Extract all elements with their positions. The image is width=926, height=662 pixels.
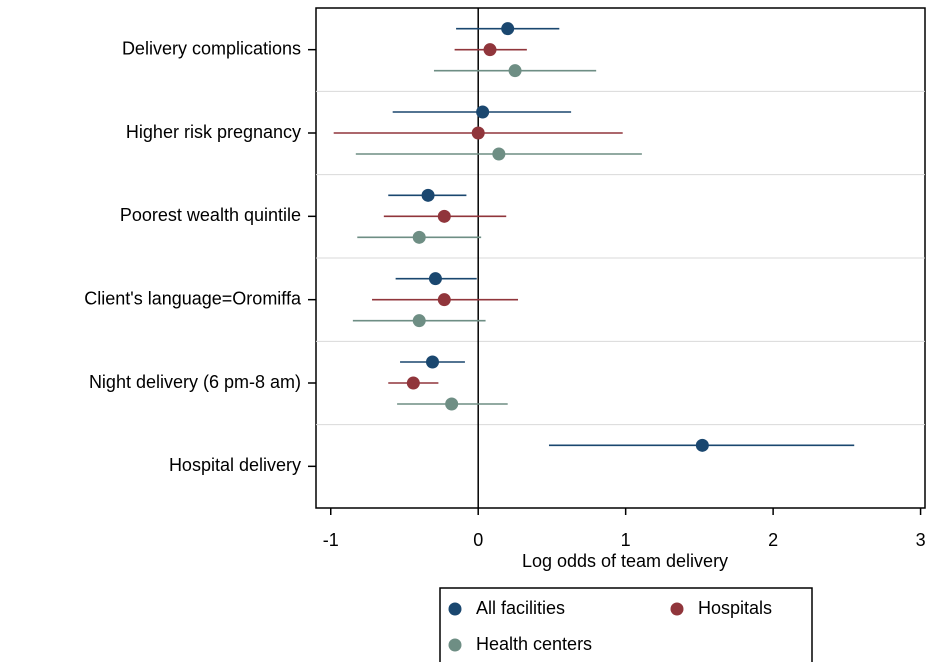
x-tick-label: 3 <box>916 530 926 550</box>
legend-label: All facilities <box>476 598 565 618</box>
legend-label: Health centers <box>476 634 592 654</box>
point <box>476 105 490 119</box>
legend-marker <box>448 638 462 652</box>
y-tick-label: Higher risk pregnancy <box>126 122 301 142</box>
y-tick-label: Client's language=Oromiffa <box>84 288 302 308</box>
point <box>437 293 451 307</box>
x-tick-label: 0 <box>473 530 483 550</box>
point <box>412 314 426 328</box>
x-tick-label: -1 <box>323 530 339 550</box>
point <box>695 438 709 452</box>
legend-box <box>439 587 813 662</box>
y-tick-label: Hospital delivery <box>169 455 301 475</box>
point <box>421 188 435 202</box>
point <box>428 272 442 286</box>
point <box>483 43 497 57</box>
point <box>492 147 506 161</box>
point <box>501 22 515 36</box>
point <box>471 126 485 140</box>
x-tick-label: 1 <box>621 530 631 550</box>
point <box>425 355 439 369</box>
point <box>437 209 451 223</box>
point <box>508 64 522 78</box>
legend-marker <box>448 602 462 616</box>
point <box>406 376 420 390</box>
legend-label: Hospitals <box>698 598 772 618</box>
x-tick-label: 2 <box>768 530 778 550</box>
y-tick-label: Delivery complications <box>122 38 301 58</box>
y-tick-label: Poorest wealth quintile <box>120 205 301 225</box>
point <box>412 230 426 244</box>
x-axis-label: Log odds of team delivery <box>522 551 728 571</box>
y-tick-label: Night delivery (6 pm-8 am) <box>89 372 301 392</box>
legend-marker <box>670 602 684 616</box>
point <box>445 397 459 411</box>
